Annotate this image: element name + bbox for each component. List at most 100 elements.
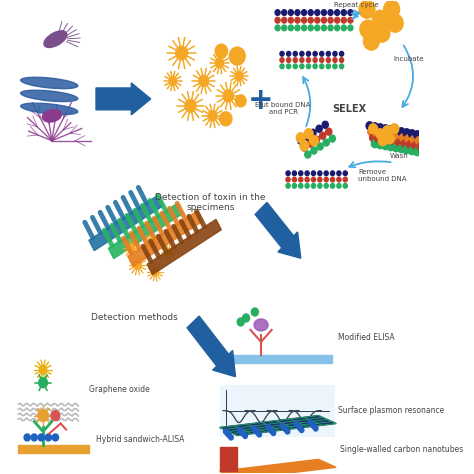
Circle shape — [280, 64, 284, 69]
Text: Remove
unbound DNA: Remove unbound DNA — [358, 169, 407, 182]
Circle shape — [271, 430, 275, 436]
Circle shape — [299, 171, 303, 175]
Circle shape — [224, 429, 228, 434]
Circle shape — [337, 171, 341, 175]
Circle shape — [390, 124, 399, 134]
Circle shape — [371, 123, 378, 131]
Text: Hybrid sandwich-ALISA: Hybrid sandwich-ALISA — [96, 435, 184, 444]
Circle shape — [301, 9, 307, 15]
Circle shape — [51, 410, 60, 420]
Circle shape — [39, 365, 47, 374]
Circle shape — [339, 52, 344, 56]
Circle shape — [306, 58, 310, 63]
Circle shape — [348, 18, 353, 23]
FancyArrow shape — [187, 316, 236, 377]
Circle shape — [366, 122, 373, 130]
Text: SELEX: SELEX — [332, 104, 366, 114]
Circle shape — [300, 58, 304, 63]
Circle shape — [282, 18, 287, 23]
Circle shape — [266, 425, 270, 429]
Circle shape — [219, 112, 232, 126]
Text: Graphene oxide: Graphene oxide — [89, 385, 150, 394]
Circle shape — [333, 58, 337, 63]
Circle shape — [339, 58, 344, 63]
Circle shape — [417, 143, 424, 151]
Ellipse shape — [21, 90, 78, 101]
Circle shape — [310, 136, 319, 146]
Circle shape — [343, 177, 347, 182]
Circle shape — [52, 434, 58, 441]
Circle shape — [378, 130, 385, 138]
Polygon shape — [89, 195, 163, 251]
Ellipse shape — [21, 103, 78, 115]
Circle shape — [337, 183, 341, 188]
Circle shape — [312, 424, 316, 429]
Circle shape — [371, 140, 378, 148]
Circle shape — [337, 177, 341, 182]
Circle shape — [292, 177, 296, 182]
Circle shape — [375, 135, 382, 143]
Circle shape — [304, 133, 310, 140]
Circle shape — [288, 25, 293, 31]
Circle shape — [268, 427, 272, 431]
Circle shape — [343, 183, 347, 188]
Circle shape — [148, 239, 154, 246]
Circle shape — [275, 9, 280, 15]
Circle shape — [321, 9, 327, 15]
Circle shape — [275, 25, 280, 31]
Circle shape — [31, 434, 37, 441]
Circle shape — [396, 139, 403, 146]
Circle shape — [392, 127, 400, 135]
Circle shape — [229, 435, 233, 440]
Circle shape — [409, 130, 416, 138]
Circle shape — [410, 136, 417, 144]
Circle shape — [310, 422, 314, 427]
Text: Surface plasmon resonance: Surface plasmon resonance — [338, 406, 444, 415]
Circle shape — [372, 10, 388, 28]
Circle shape — [305, 171, 309, 175]
Circle shape — [295, 25, 300, 31]
Circle shape — [384, 131, 391, 139]
FancyArrow shape — [255, 202, 301, 258]
Circle shape — [407, 141, 414, 149]
Circle shape — [326, 64, 330, 69]
Circle shape — [319, 52, 324, 56]
Circle shape — [324, 177, 328, 182]
Circle shape — [308, 420, 313, 425]
Circle shape — [322, 121, 328, 128]
Circle shape — [364, 32, 379, 50]
Circle shape — [299, 177, 303, 182]
Text: Modified ELISA: Modified ELISA — [338, 333, 394, 342]
Circle shape — [199, 75, 209, 86]
Circle shape — [282, 425, 286, 430]
Circle shape — [316, 125, 322, 132]
Circle shape — [326, 128, 332, 135]
FancyArrow shape — [96, 83, 151, 115]
Circle shape — [380, 136, 387, 144]
Circle shape — [311, 171, 316, 175]
Circle shape — [387, 14, 403, 32]
Text: Detection of toxin in the
specimens: Detection of toxin in the specimens — [155, 193, 266, 212]
Circle shape — [254, 428, 258, 433]
Circle shape — [400, 134, 407, 142]
Circle shape — [280, 52, 284, 56]
Circle shape — [368, 128, 375, 136]
Circle shape — [243, 314, 250, 322]
Circle shape — [280, 58, 284, 63]
Circle shape — [298, 137, 304, 144]
Circle shape — [391, 138, 398, 146]
Circle shape — [236, 95, 246, 107]
Circle shape — [45, 434, 52, 441]
Circle shape — [275, 18, 280, 23]
Circle shape — [398, 145, 405, 153]
Text: Incubate: Incubate — [393, 56, 424, 62]
Circle shape — [241, 431, 246, 437]
Circle shape — [398, 128, 405, 136]
Circle shape — [385, 134, 394, 144]
Circle shape — [300, 141, 309, 151]
Circle shape — [287, 52, 291, 56]
Circle shape — [169, 77, 176, 85]
Circle shape — [165, 249, 171, 255]
Circle shape — [251, 308, 258, 316]
Circle shape — [24, 434, 30, 441]
